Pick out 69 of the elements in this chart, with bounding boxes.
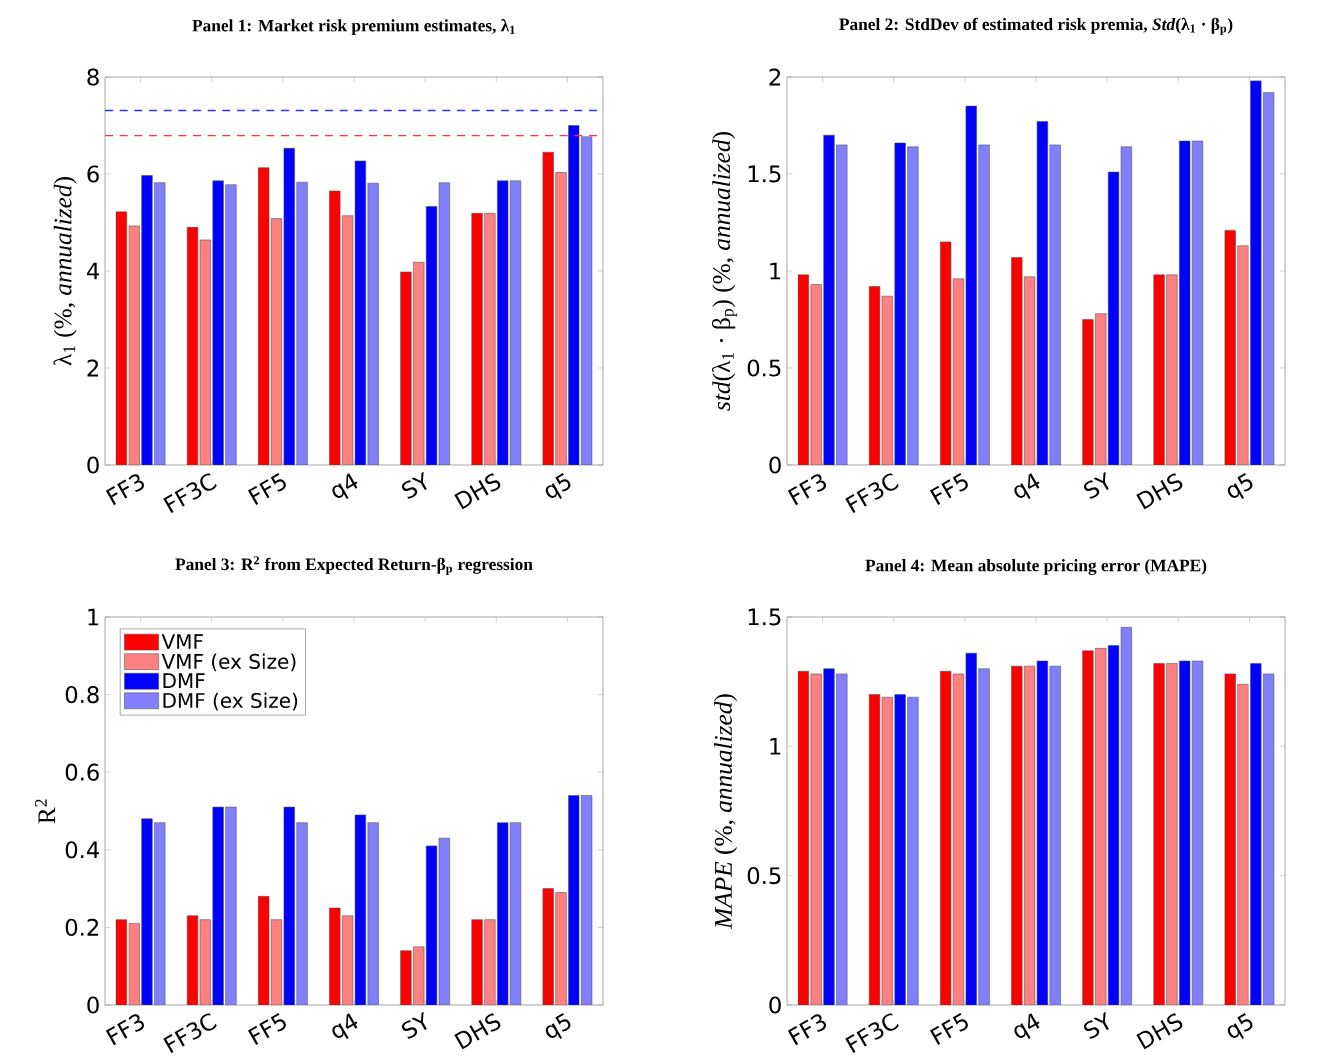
y-axis-title: MAPE (%, annualized) [714,694,738,930]
y-tick-label: 4 [86,262,100,280]
bar [1153,663,1165,1005]
y-tick-label: 0.6 [65,763,99,781]
x-tick-label: q4 [1014,473,1040,500]
x-tick-label: FF3 [105,474,145,506]
x-tick-label: FF3 [105,1014,145,1046]
y-tick-label: 0 [87,456,99,474]
x-tick-label: q4 [332,473,358,500]
chart-title: Panel 2: StdDev of estimated risk premia, Std(λ$_{1}$ · β$_{p}$) [839,17,1233,35]
y-tick-label: 0.8 [65,686,99,704]
x-tick-label: FF5 [247,473,286,505]
x-tick-label: FF5 [930,473,968,505]
x-tick-label: SY [1083,1011,1109,1039]
y-tick-label: 1.5 [748,608,781,626]
chart-title: Panel 1: Market risk premium estimates, λ$_{1}$ [192,19,515,35]
bar [225,184,237,465]
y-axis-title: λ$_{1}$ (%, annualized) [53,177,77,366]
legend-label: VMF (ex Size) [161,653,296,672]
x-tick-label: q4 [1014,1013,1040,1040]
chart-title: Panel 3: R$^{2}$ from Expected Return-β$_{p}$ regression [175,556,533,575]
x-tick-label: SY [1083,471,1109,499]
y-tick-label: 1 [770,262,781,280]
bar [978,668,990,1005]
y-tick-label: 0 [769,996,781,1014]
y-axis-title: R$^{2}$ [35,799,56,824]
bar [581,795,593,1005]
x-tick-label: q5 [1227,473,1253,500]
legend-label: VMF [161,634,203,649]
y-tick-label: 1.5 [748,165,781,183]
bar [115,919,127,1005]
x-tick-label: FF3 [787,1014,827,1046]
y-tick-label: 0.5 [747,359,781,377]
x-tick-label: q5 [545,473,571,500]
chart-title: Panel 4: Mean absolute pricing error (MAPE) [865,559,1207,575]
bar [296,181,308,465]
x-tick-label: SY [401,471,427,499]
bar [1082,650,1094,1005]
y-tick-label: 8 [87,68,99,86]
y-tick-label: 0 [87,996,99,1014]
bar [1153,274,1165,465]
x-tick-label: DHS [1136,1013,1183,1050]
x-tick-label: FF5 [930,1013,968,1045]
y-tick-label: 0.5 [747,867,781,885]
bar [907,696,919,1005]
y-tick-label: 0.4 [65,841,100,859]
bar [1082,319,1094,465]
x-tick-label: DHS [454,473,501,510]
y-tick-label: 2 [769,68,781,86]
y-tick-label: 0.2 [65,918,99,936]
bar [115,211,127,465]
x-tick-label: FF3 [787,474,827,506]
y-tick-label: 6 [87,165,99,183]
x-tick-label: DHS [454,1013,501,1050]
y-tick-label: 1 [770,738,781,755]
bar [907,146,919,465]
y-tick-label: 0 [769,456,781,474]
legend-label: DMF (ex Size) [163,692,298,711]
x-tick-label: FF5 [247,1013,286,1045]
x-tick-label: DHS [1136,473,1183,510]
x-tick-label: q5 [1227,1013,1253,1040]
y-tick-label: 2 [87,359,99,377]
x-tick-label: q5 [545,1013,571,1040]
y-tick-label: 1 [88,608,99,626]
legend-label: DMF [163,673,205,688]
y-axis-title: std(λ$_{1}$ · β$_{p}$) (%, annualized) [712,132,738,411]
x-tick-label: q4 [332,1013,358,1040]
x-tick-label: SY [401,1011,427,1039]
bar [978,144,990,465]
